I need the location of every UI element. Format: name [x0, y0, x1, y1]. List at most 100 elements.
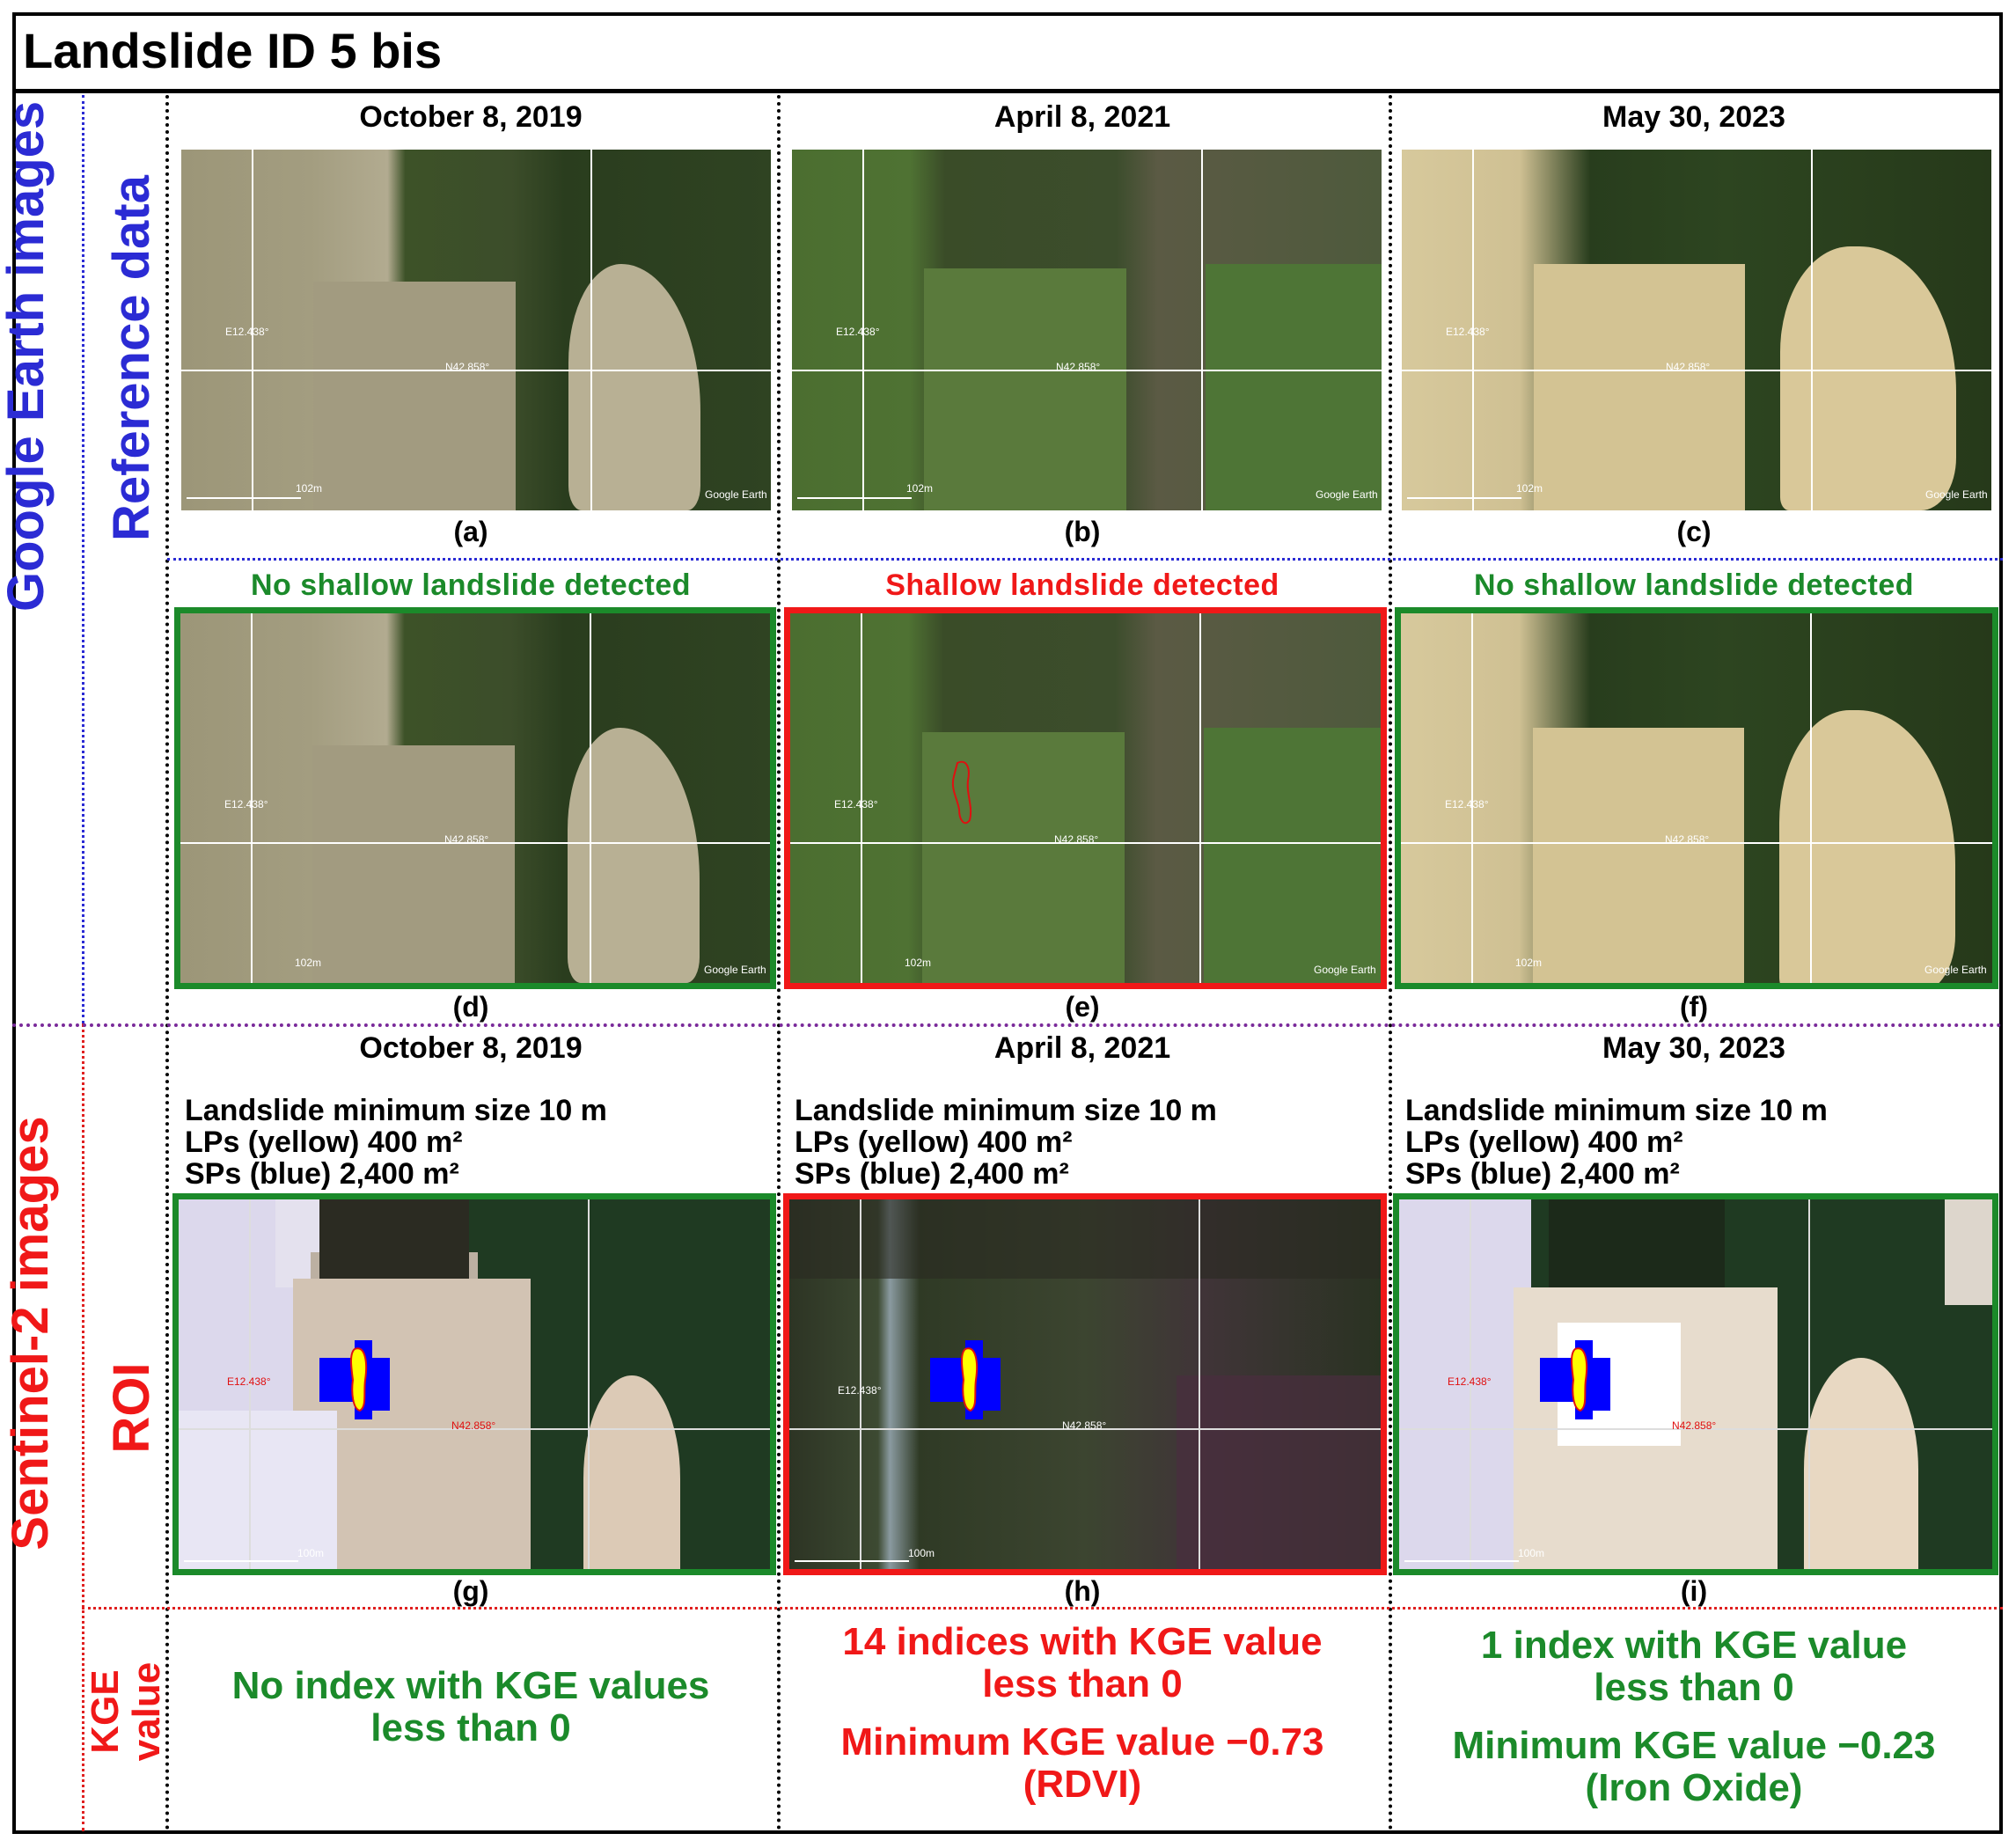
info-block-h: Landslide minimum size 10 m LPs (yellow)…: [795, 1095, 1375, 1190]
kge-h-line1: 14 indices with KGE value: [842, 1620, 1323, 1663]
lat-label-e: N42.858°: [1054, 833, 1099, 846]
lon-label-f: E12.438°: [1445, 798, 1489, 810]
image-h: E12.438° N42.858° 100m: [783, 1193, 1387, 1575]
kge-text-h: 14 indices with KGE value less than 0 Mi…: [779, 1621, 1386, 1806]
kge-g-line2: less than 0: [370, 1706, 571, 1749]
kge-text-i: 1 index with KGE value less than 0 Minim…: [1390, 1624, 1998, 1809]
scale-label-d: 102m: [295, 957, 322, 969]
ge-brand-a: Google Earth: [705, 488, 767, 501]
divider-col3: [1389, 95, 1392, 1831]
info-lps: LPs (yellow) 400 m²: [185, 1126, 463, 1159]
kge-i-line4: (Iron Oxide): [1585, 1766, 1803, 1809]
scale-label-h: 100m: [908, 1547, 935, 1559]
info-min-size: Landslide minimum size 10 m: [1405, 1094, 1828, 1127]
lat-label-a: N42.858°: [445, 361, 490, 373]
lon-label-e: E12.438°: [834, 798, 878, 810]
ge-brand-b: Google Earth: [1316, 488, 1378, 501]
info-sps: SPs (blue) 2,400 m²: [795, 1157, 1069, 1191]
lon-label-a: E12.438°: [225, 326, 269, 338]
lon-label-g: E12.438°: [227, 1375, 271, 1388]
caption-b: (b): [1064, 516, 1101, 547]
caption-d: (d): [452, 991, 489, 1023]
lat-label-c: N42.858°: [1666, 361, 1711, 373]
lon-label-c: E12.438°: [1446, 326, 1490, 338]
caption-c: (c): [1676, 516, 1712, 547]
sentinel-label: Sentinel-2 images: [2, 1116, 59, 1551]
roi-polygons-i: [1540, 1340, 1610, 1419]
divider-section: [12, 1023, 2003, 1027]
kge-h-line3: Minimum KGE value −0.73: [840, 1720, 1324, 1764]
divider-row-red: [82, 1607, 2003, 1610]
kge-i-line1: 1 index with KGE value: [1480, 1624, 1908, 1667]
info-sps: SPs (blue) 2,400 m²: [1405, 1157, 1680, 1191]
caption-h: (h): [1064, 1575, 1101, 1607]
lat-label-b: N42.858°: [1056, 361, 1101, 373]
info-min-size: Landslide minimum size 10 m: [795, 1094, 1217, 1127]
kge-text-g: No index with KGE values less than 0: [167, 1665, 774, 1749]
google-earth-label: Google Earth images: [0, 100, 55, 612]
date-b: April 8, 2021: [993, 100, 1171, 134]
date-h: April 8, 2021: [993, 1031, 1171, 1065]
lon-label-i: E12.438°: [1448, 1375, 1492, 1388]
image-e: E12.438° N42.858° 102m Google Earth: [784, 607, 1387, 989]
scale-label-e: 102m: [905, 957, 932, 969]
kge-label: KGE: [84, 1669, 127, 1754]
lat-label-g: N42.858°: [451, 1419, 496, 1432]
kge-i-line2: less than 0: [1594, 1666, 1794, 1709]
lat-label-i: N42.858°: [1672, 1419, 1717, 1432]
divider-col2: [777, 95, 781, 1831]
lat-label-d: N42.858°: [444, 833, 489, 846]
lat-label-h: N42.858°: [1062, 1419, 1107, 1432]
landslide-outline: [951, 760, 972, 825]
divider-row-blue: [167, 558, 2003, 561]
info-lps: LPs (yellow) 400 m²: [795, 1126, 1073, 1159]
kge-g-line1: No index with KGE values: [231, 1664, 710, 1707]
scale-label-c: 102m: [1516, 482, 1543, 495]
image-i: E12.438° N42.858° 100m: [1393, 1193, 1998, 1575]
image-f: E12.438° N42.858° 102m Google Earth: [1395, 607, 1998, 989]
status-f: No shallow landslide detected: [1473, 568, 1915, 602]
date-i: May 30, 2023: [1602, 1031, 1785, 1065]
scale-label-f: 102m: [1515, 957, 1543, 969]
status-e: Shallow landslide detected: [885, 568, 1279, 602]
lon-label-b: E12.438°: [836, 326, 880, 338]
lat-label-f: N42.858°: [1665, 833, 1710, 846]
scale-label-g: 100m: [297, 1547, 325, 1559]
status-d: No shallow landslide detected: [250, 568, 692, 602]
scale-label-b: 102m: [906, 482, 934, 495]
info-min-size: Landslide minimum size 10 m: [185, 1094, 607, 1127]
image-b: E12.438° N42.858° 102m Google Earth: [792, 150, 1382, 510]
caption-g: (g): [452, 1575, 489, 1607]
lon-label-d: E12.438°: [224, 798, 268, 810]
date-g: October 8, 2019: [359, 1031, 583, 1065]
kge-i-line3: Minimum KGE value −0.23: [1452, 1724, 1936, 1767]
image-a: E12.438° N42.858° 102m Google Earth: [181, 150, 771, 510]
reference-data-label: Reference data: [103, 175, 160, 541]
divider-left-red: [82, 1023, 84, 1831]
divider-col1: [165, 95, 169, 1831]
image-d: E12.438° N42.858° 102m Google Earth: [174, 607, 776, 989]
roi-polygons-h: [930, 1340, 1001, 1419]
lon-label-h: E12.438°: [838, 1384, 882, 1397]
roi-polygons-g: [319, 1340, 390, 1419]
info-sps: SPs (blue) 2,400 m²: [185, 1157, 459, 1191]
ge-brand-f: Google Earth: [1924, 964, 1987, 976]
scale-label-i: 100m: [1518, 1547, 1545, 1559]
ge-brand-c: Google Earth: [1925, 488, 1988, 501]
image-g: E12.438° N42.858° 100m: [172, 1193, 776, 1575]
divider-left-blue: [82, 95, 84, 1023]
kge-value-label: value: [125, 1661, 168, 1762]
title-bar: [12, 12, 2003, 93]
info-block-i: Landslide minimum size 10 m LPs (yellow)…: [1405, 1095, 1986, 1190]
caption-e: (e): [1065, 991, 1100, 1023]
kge-h-line2: less than 0: [982, 1662, 1183, 1705]
info-block-g: Landslide minimum size 10 m LPs (yellow)…: [185, 1095, 766, 1190]
info-lps: LPs (yellow) 400 m²: [1405, 1126, 1683, 1159]
caption-i: (i): [1680, 1575, 1708, 1607]
scale-label-a: 102m: [296, 482, 323, 495]
kge-h-line4: (RDVI): [1023, 1763, 1142, 1806]
image-c: E12.438° N42.858° 102m Google Earth: [1402, 150, 1991, 510]
caption-a: (a): [453, 516, 488, 547]
figure-title: Landslide ID 5 bis: [23, 23, 443, 78]
date-a: October 8, 2019: [359, 100, 583, 134]
